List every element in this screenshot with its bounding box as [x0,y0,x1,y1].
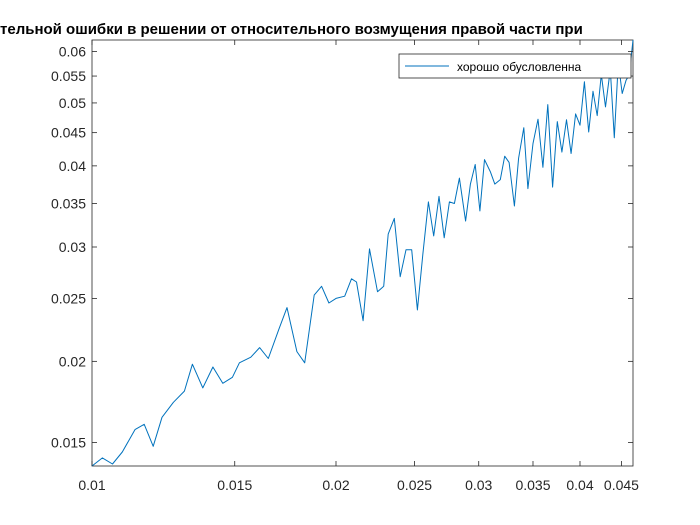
axes-box [91,39,634,467]
x-tick-label: 0.03 [465,477,492,493]
y-tick-label: 0.035 [51,196,86,212]
y-tick-label: 0.02 [59,353,86,369]
x-tick-label: 0.045 [604,477,639,493]
x-tick-label: 0.01 [78,477,105,493]
y-tick-label: 0.05 [59,95,86,111]
x-tick-label: 0.04 [566,477,593,493]
y-tick-label: 0.06 [59,44,86,60]
x-tick-label: 0.035 [515,477,550,493]
y-tick-label: 0.045 [51,125,86,141]
series-layer [91,39,634,467]
x-tick-label: 0.025 [397,477,432,493]
y-tick-label: 0.025 [51,290,86,306]
legend-label: хорошо обусловленна [457,60,582,74]
x-tick-label: 0.02 [322,477,349,493]
series-line-0 [91,39,634,467]
chart-title: тельной ошибки в решении от относительно… [0,21,583,38]
y-tick-label: 0.03 [59,239,86,255]
x-tick-label: 0.015 [217,477,252,493]
legend: хорошо обусловленна [398,53,632,79]
y-tick-label: 0.04 [59,158,86,174]
y-tick-label: 0.055 [51,68,86,84]
ticks-layer: 0.01 0.015 0.02 0.025 0.03 0.035 0.04 0.045 0.01… [51,40,639,493]
y-tick-label: 0.015 [51,434,86,450]
